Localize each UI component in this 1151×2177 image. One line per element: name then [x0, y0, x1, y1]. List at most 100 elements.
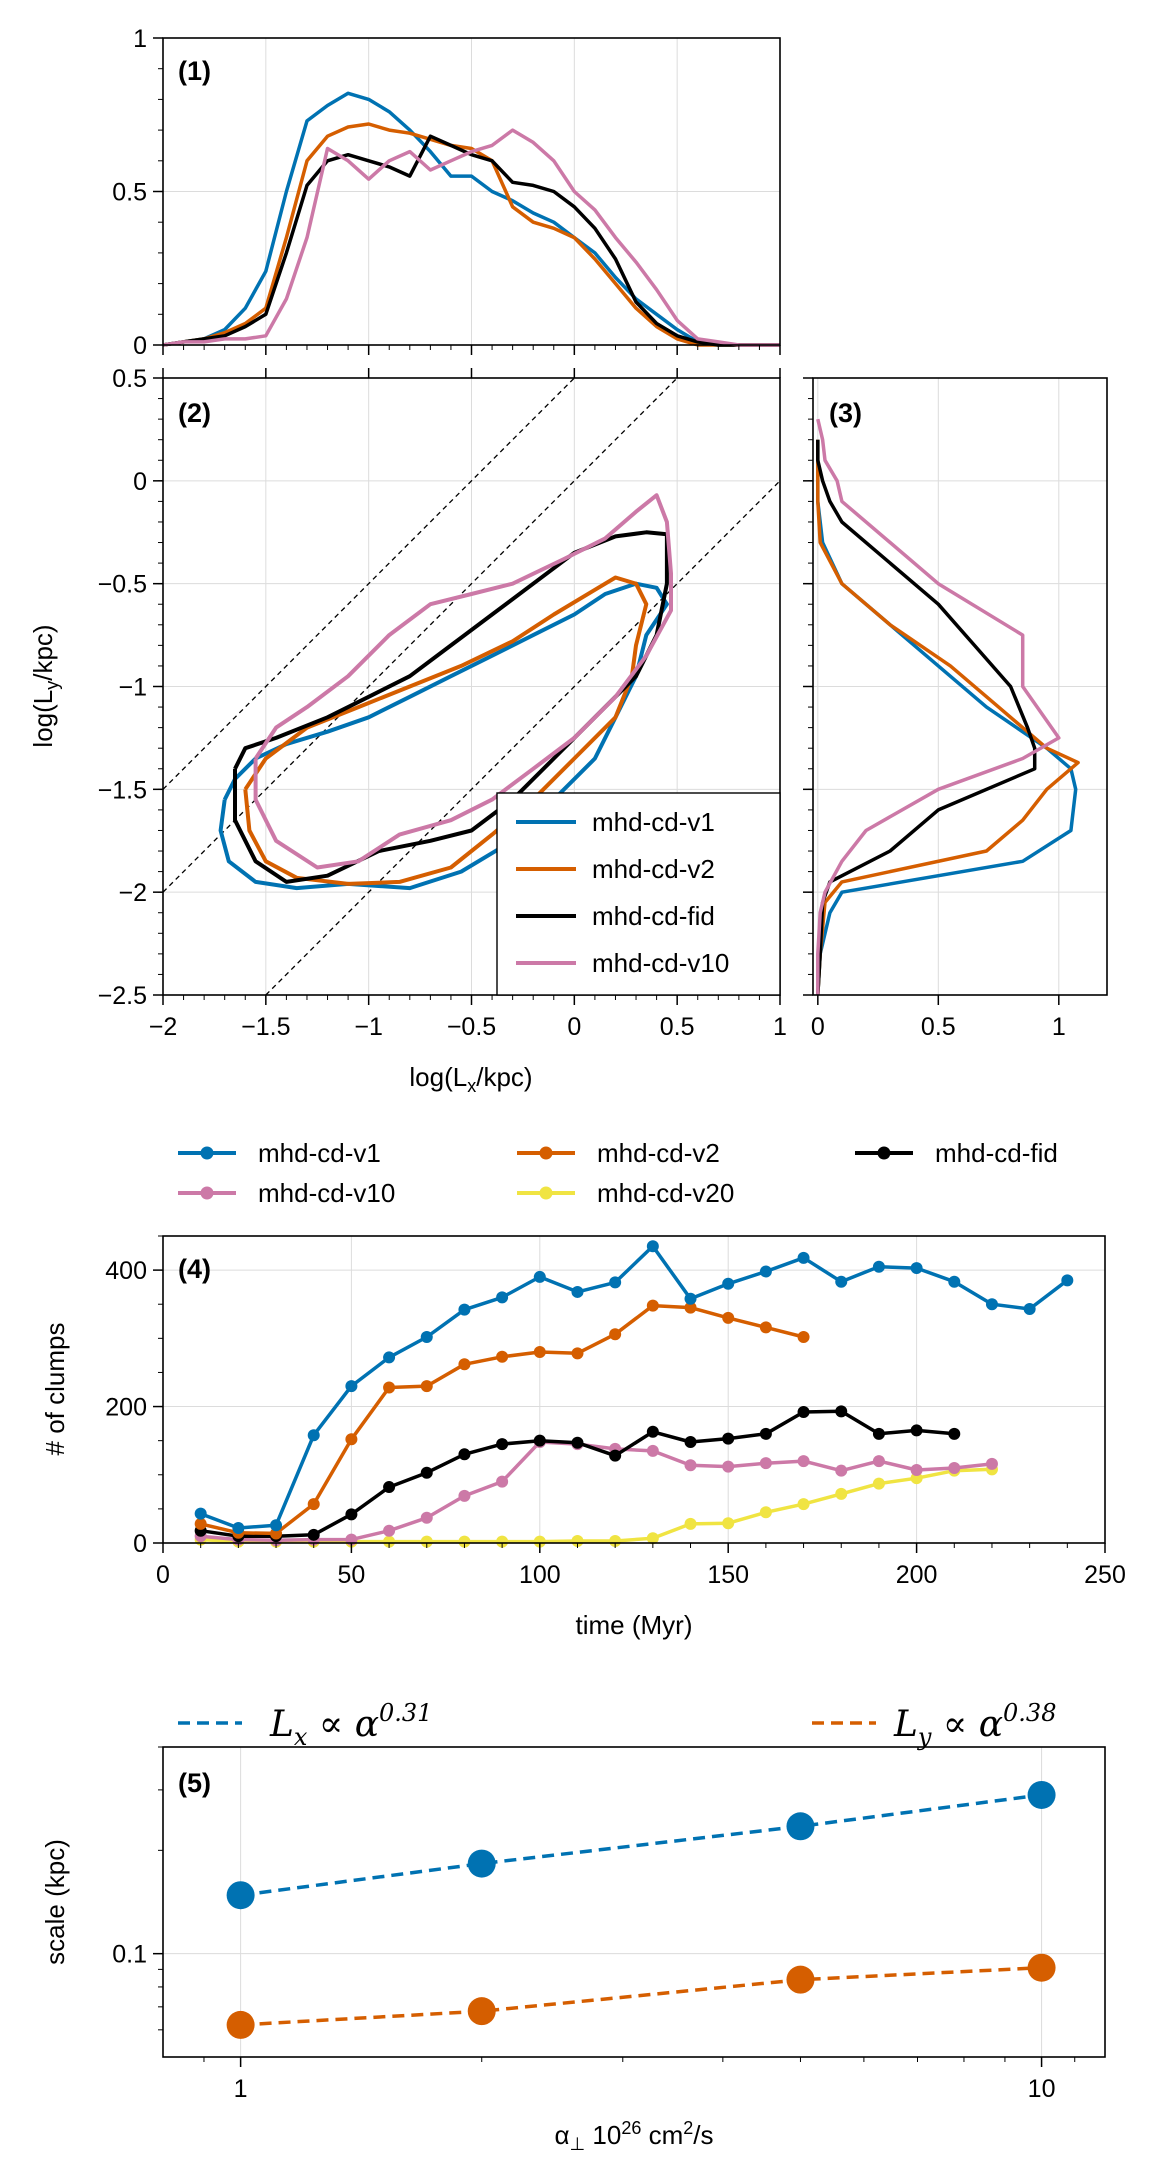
p4-point-mhd-cd-v2 [345, 1433, 358, 1446]
p2-ytick-label: −1 [118, 674, 147, 702]
p4-point-mhd-cd-fid [496, 1438, 509, 1451]
legend-marker-mhd-cd-v20 [539, 1186, 553, 1200]
legend-marker-mhd-cd-v2 [539, 1146, 553, 1160]
p4-point-mhd-cd-fid [383, 1481, 396, 1494]
p5-point-1 [786, 1965, 815, 1994]
p5-point-1 [467, 1997, 496, 2026]
p2-xtick-label: −1.5 [241, 1013, 290, 1041]
p4-point-mhd-cd-v2 [194, 1517, 207, 1530]
p4-point-mhd-cd-v1 [759, 1265, 772, 1278]
p4-ytick-label: 200 [105, 1394, 147, 1422]
panel-1-label: (1) [178, 56, 211, 86]
p4-point-mhd-cd-v10 [496, 1475, 509, 1488]
panel-5-xlabel: α⊥ 1026 cm2/s [554, 2118, 713, 2154]
panel-4-label: (4) [178, 1254, 211, 1284]
p2-contour-mhd-cd-v2 [243, 575, 649, 886]
p4-point-mhd-cd-v2 [609, 1328, 622, 1341]
legend-label-mhd-cd-v10: mhd-cd-v10 [592, 948, 729, 978]
p4-point-mhd-cd-v2 [646, 1299, 659, 1312]
p1-line-mhd-cd-v10 [162, 128, 780, 347]
panel-2-legend: mhd-cd-v1 mhd-cd-v2 mhd-cd-fid mhd-cd-v10 [496, 792, 781, 996]
p2-xtick-label: 0.5 [660, 1013, 695, 1041]
legend-label-mhd-cd-v1: mhd-cd-v1 [258, 1138, 381, 1168]
p4-point-mhd-cd-v10 [420, 1511, 433, 1524]
p1-ytick-label: 0.5 [112, 179, 147, 207]
p2-contour-mhd-cd-fid [233, 530, 669, 884]
p4-point-mhd-cd-v20 [722, 1517, 735, 1530]
legend-marker-mhd-cd-v1 [200, 1146, 214, 1160]
legend-text-ly: Ly ∝ α0.38 [893, 1699, 1056, 1751]
p4-point-mhd-cd-fid [646, 1425, 659, 1438]
p4-point-mhd-cd-v20 [684, 1517, 697, 1530]
legend-text-lx: Lx ∝ α0.31 [269, 1699, 432, 1751]
p4-line-mhd-cd-v2 [200, 1303, 805, 1536]
p4-line-mhd-cd-v20 [200, 1467, 993, 1544]
p5-point-0 [1027, 1780, 1056, 1809]
panel-5: 1 10 0.1 (5) scale (kpc) α⊥ 1026 cm2/s [40, 1746, 1106, 2154]
p2-contour-mhd-cd-v10 [253, 493, 673, 870]
p4-point-mhd-cd-v10 [759, 1457, 772, 1470]
panel-2-ylabel: log(Ly/kpc) [28, 624, 62, 747]
panel-4-ylabel: # of clumps [40, 1323, 70, 1456]
p4-point-mhd-cd-v1 [835, 1275, 848, 1288]
p2-reference-line [162, 377, 575, 790]
p5-point-0 [226, 1881, 255, 1910]
p4-point-mhd-cd-v20 [797, 1498, 810, 1511]
p4-point-mhd-cd-v1 [985, 1298, 998, 1311]
p1-ytick-label: 0 [133, 332, 147, 360]
p4-point-mhd-cd-v1 [383, 1351, 396, 1364]
p4-point-mhd-cd-v10 [835, 1464, 848, 1477]
p4-xtick-label: 200 [896, 1561, 938, 1589]
panel-4-xlabel: time (Myr) [576, 1610, 693, 1640]
p2-contour-mhd-cd-v1 [218, 581, 669, 891]
panel-1: 0 0.5 1 (1) [112, 25, 781, 360]
p4-point-mhd-cd-v1 [232, 1521, 245, 1534]
p4-point-mhd-cd-fid [872, 1427, 885, 1440]
p4-point-mhd-cd-v2 [797, 1330, 810, 1343]
p4-point-mhd-cd-v2 [383, 1381, 396, 1394]
p2-ytick-label: −2 [118, 879, 147, 907]
p4-point-mhd-cd-v1 [797, 1251, 810, 1264]
p4-point-mhd-cd-v2 [684, 1301, 697, 1314]
p1-line-mhd-cd-fid [162, 134, 780, 347]
legend-label-mhd-cd-v1: mhd-cd-v1 [592, 807, 715, 837]
legend-marker-mhd-cd-v10 [200, 1186, 214, 1200]
p4-point-mhd-cd-v1 [533, 1270, 546, 1283]
p4-xtick-label: 50 [337, 1561, 365, 1589]
p4-point-mhd-cd-v1 [496, 1291, 509, 1304]
panel-2-label: (2) [178, 398, 211, 428]
p4-point-mhd-cd-v1 [194, 1507, 207, 1520]
p3-xtick-label: 0.5 [921, 1013, 956, 1041]
p4-point-mhd-cd-v20 [609, 1534, 622, 1547]
p4-xtick-label: 100 [519, 1561, 561, 1589]
panel-5-frame [162, 1746, 1106, 2058]
p4-point-mhd-cd-v20 [533, 1535, 546, 1548]
p4-point-mhd-cd-v1 [458, 1303, 471, 1316]
p5-fit-line-0 [240, 1793, 1042, 1897]
p4-line-mhd-cd-v10 [200, 1440, 993, 1543]
panel-2-xlabel: log(Lx/kpc) [409, 1062, 532, 1096]
p2-ytick-label: −2.5 [98, 982, 147, 1010]
p4-point-mhd-cd-v2 [571, 1347, 584, 1360]
p2-ytick-label: −1.5 [98, 776, 147, 804]
p2-xtick-label: −0.5 [447, 1013, 496, 1041]
p4-point-mhd-cd-v10 [684, 1459, 697, 1472]
p4-line-mhd-cd-v1 [200, 1244, 1069, 1530]
p4-point-mhd-cd-v10 [910, 1464, 923, 1477]
p4-xtick-label: 0 [156, 1561, 170, 1589]
p4-point-mhd-cd-v2 [533, 1345, 546, 1358]
p4-xtick-label: 250 [1084, 1561, 1126, 1589]
p2-xtick-label: 1 [773, 1013, 787, 1041]
p5-xtick-label: 10 [1028, 2075, 1056, 2103]
p4-point-mhd-cd-v2 [458, 1358, 471, 1371]
panel-5-ylabel: scale (kpc) [40, 1839, 70, 1965]
p2-reference-line [265, 480, 781, 996]
p4-point-mhd-cd-v1 [571, 1285, 584, 1298]
panel-5-legend: Lx ∝ α0.31 Ly ∝ α0.38 [178, 1699, 1056, 1751]
p5-point-0 [786, 1812, 815, 1841]
p4-point-mhd-cd-fid [420, 1466, 433, 1479]
p5-point-1 [1027, 1953, 1056, 1982]
p4-point-mhd-cd-v20 [420, 1535, 433, 1548]
p4-point-mhd-cd-fid [684, 1436, 697, 1449]
p5-point-0 [467, 1849, 496, 1878]
